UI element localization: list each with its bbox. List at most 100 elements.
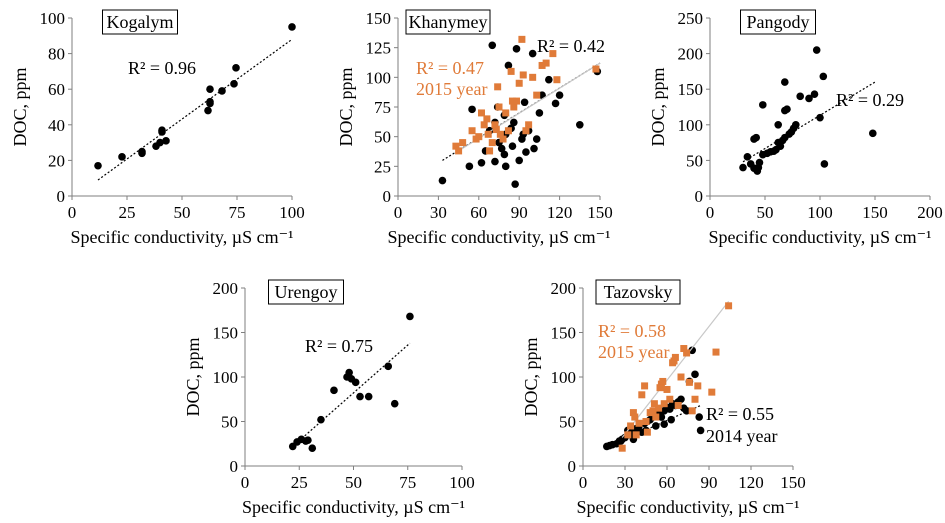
data-point (691, 370, 699, 379)
data-point (629, 409, 637, 417)
data-point (345, 368, 353, 377)
x-tick-label: 60 (470, 203, 487, 222)
data-point (656, 384, 664, 392)
data-point (477, 158, 486, 167)
data-point (657, 413, 666, 421)
y-tick-label: 100 (551, 368, 577, 387)
trendline (292, 342, 411, 447)
r-squared-label: R² = 0.42 (537, 36, 605, 56)
x-axis-label: Specific conductivity, µS cm⁻¹ (708, 227, 931, 247)
data-point (511, 180, 519, 188)
data-point (519, 71, 527, 79)
data-point (792, 121, 800, 129)
data-point (774, 121, 782, 129)
data-point (118, 153, 126, 161)
data-point (351, 378, 360, 387)
data-point (530, 144, 538, 153)
y-axis-label: DOC, ppm (336, 67, 356, 146)
y-tick-label: 200 (678, 45, 704, 64)
data-point (538, 61, 546, 69)
x-tick-label: 90 (511, 203, 528, 222)
data-point (655, 404, 663, 412)
x-tick-label: 60 (659, 473, 676, 492)
x-tick-label: 100 (449, 473, 475, 492)
data-point (743, 153, 752, 161)
data-point (230, 80, 238, 88)
data-point (549, 50, 557, 58)
data-point (308, 444, 317, 453)
data-point (739, 163, 747, 172)
r-squared-label: R² = 0.55 (706, 404, 774, 424)
x-tick-label: 0 (579, 473, 588, 492)
y-tick-label: 100 (213, 368, 239, 387)
data-point (617, 437, 625, 445)
data-point (725, 302, 733, 310)
y-tick-label: 50 (374, 128, 391, 147)
data-point (158, 126, 166, 134)
data-point (649, 407, 657, 415)
x-tick-label: 75 (399, 473, 416, 492)
data-point (677, 373, 685, 381)
data-point (492, 126, 500, 134)
x-tick-label: 25 (119, 203, 136, 222)
data-point (218, 87, 226, 95)
data-point (810, 90, 819, 98)
y-tick-label: 100 (40, 9, 66, 28)
r-squared-label: R² = 0.75 (305, 336, 373, 356)
y-tick-label: 20 (48, 151, 65, 170)
data-point (820, 160, 829, 168)
x-tick-label: 90 (701, 473, 718, 492)
data-point (624, 431, 632, 439)
data-point (483, 115, 491, 123)
x-tick-label: 120 (547, 203, 573, 222)
data-point (330, 386, 338, 395)
y-tick-label: 50 (686, 151, 703, 170)
x-tick-label: 0 (394, 203, 403, 222)
data-point (495, 103, 503, 111)
x-tick-label: 25 (291, 473, 308, 492)
data-point (638, 391, 646, 399)
r-squared-label: R² = 0.47 (416, 58, 484, 78)
data-point (502, 109, 510, 117)
data-point (688, 346, 696, 355)
y-tick-label: 0 (695, 187, 704, 206)
data-point (796, 92, 804, 101)
data-point (660, 400, 668, 408)
y-axis-label: DOC, ppm (183, 337, 203, 416)
data-point (452, 142, 460, 150)
data-point (869, 129, 877, 138)
data-point (518, 35, 526, 43)
data-point (501, 162, 510, 171)
x-tick-label: 75 (229, 203, 246, 222)
data-point (508, 142, 517, 150)
data-point (670, 357, 678, 365)
y-tick-label: 40 (48, 116, 65, 135)
data-point (525, 121, 533, 129)
data-point (682, 407, 691, 415)
x-tick-label: 150 (862, 203, 888, 222)
data-point (542, 59, 550, 67)
data-point (384, 362, 393, 371)
x-tick-label: 0 (241, 473, 250, 492)
data-point (356, 392, 364, 401)
data-point (643, 428, 651, 436)
data-point (468, 127, 476, 135)
chart-title: Kogalym (107, 12, 174, 32)
data-point (520, 98, 529, 107)
data-point (162, 137, 170, 145)
data-point (515, 156, 523, 165)
x-axis-label: Specific conductivity, µS cm⁻¹ (576, 497, 799, 517)
x-axis-label: Specific conductivity, µS cm⁻¹ (242, 497, 465, 517)
data-point (535, 109, 544, 117)
data-point (635, 419, 643, 427)
series-year-label: 2015 year (416, 79, 487, 99)
chart-title: Tazovsky (604, 282, 673, 302)
chart-title: Urengoy (275, 282, 338, 302)
data-point (712, 348, 720, 356)
data-point (691, 395, 699, 403)
y-axis-label: DOC, ppm (10, 67, 30, 146)
data-point (504, 61, 513, 70)
data-point (491, 157, 499, 166)
data-point (592, 65, 600, 73)
